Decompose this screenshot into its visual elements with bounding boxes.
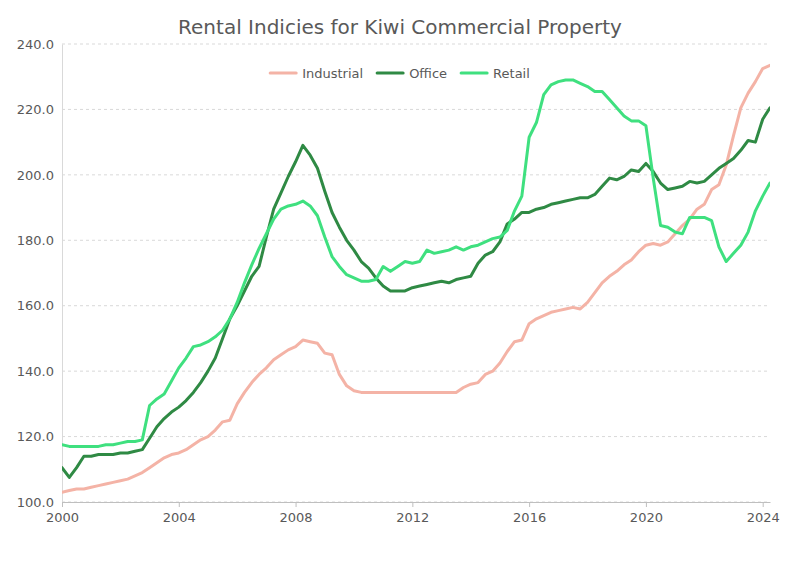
- grid-line: [62, 371, 770, 372]
- legend-item: Retail: [461, 66, 530, 81]
- plot-area: [62, 65, 770, 492]
- y-tick: 120.0: [17, 429, 62, 444]
- grid-line: [62, 502, 770, 503]
- background: [0, 0, 800, 577]
- y-axis-line: [62, 45, 63, 503]
- legend-label: Industrial: [302, 66, 363, 81]
- grid-line: [62, 436, 770, 437]
- chart: Rental Indicies for Kiwi Commercial Prop…: [0, 0, 800, 577]
- x-tick-label: 2020: [630, 510, 663, 525]
- y-tick-label: 160.0: [17, 298, 54, 313]
- y-tick: 140.0: [17, 364, 62, 379]
- x-tick-label: 2008: [280, 510, 313, 525]
- grid-line: [62, 44, 770, 45]
- x-tick: 2004: [163, 502, 196, 525]
- y-tick-label: 200.0: [17, 168, 54, 183]
- y-tick: 180.0: [17, 233, 62, 248]
- x-tick-mark: [763, 502, 764, 507]
- y-tick: 240.0: [17, 37, 62, 52]
- series-line: [62, 65, 770, 492]
- x-tick-mark: [646, 502, 647, 507]
- grid-line: [62, 174, 770, 175]
- series-line: [62, 108, 770, 478]
- y-tick-label: 120.0: [17, 429, 54, 444]
- x-tick: 2016: [513, 502, 546, 525]
- x-tick: 2024: [747, 502, 780, 525]
- x-tick: 2000: [46, 502, 79, 525]
- grid-line: [62, 305, 770, 306]
- y-tick-label: 140.0: [17, 364, 54, 379]
- x-axis-line: [63, 502, 771, 503]
- x-tick-mark: [62, 502, 63, 507]
- title: Rental Indicies for Kiwi Commercial Prop…: [178, 15, 622, 39]
- grid-line: [62, 109, 770, 110]
- legend-label: Office: [409, 66, 447, 81]
- y-tick-label: 100.0: [17, 495, 54, 510]
- x-tick-mark: [296, 502, 297, 507]
- x-tick-label: 2004: [163, 510, 196, 525]
- y-tick: 220.0: [17, 102, 62, 117]
- legend-item: Office: [377, 66, 447, 81]
- x-tick: 2020: [630, 502, 663, 525]
- y-tick: 160.0: [17, 298, 62, 313]
- legend-item: Industrial: [270, 66, 363, 81]
- y-tick-label: 220.0: [17, 102, 54, 117]
- legend-swatch: [270, 72, 296, 75]
- x-tick-mark: [529, 502, 530, 507]
- series-line: [62, 80, 770, 446]
- x-tick-mark: [412, 502, 413, 507]
- x-tick-label: 2016: [513, 510, 546, 525]
- x-tick: 2012: [396, 502, 429, 525]
- y-tick: 200.0: [17, 168, 62, 183]
- x-tick-label: 2000: [46, 510, 79, 525]
- y-tick: 100.0: [17, 495, 62, 510]
- legend-label: Retail: [493, 66, 530, 81]
- x-axis: 2000 2004 2008 2012 2016 2020 2024: [46, 502, 780, 525]
- grid-line: [62, 240, 770, 241]
- x-tick-label: 2024: [747, 510, 780, 525]
- y-tick-label: 180.0: [17, 233, 54, 248]
- legend: Industrial Office Retail: [270, 66, 530, 81]
- x-tick-mark: [179, 502, 180, 507]
- legend-swatch: [377, 72, 403, 75]
- x-tick: 2008: [280, 502, 313, 525]
- y-axis: 100.0 120.0 140.0 160.0 180.0 200.0 220.0 240.0: [17, 37, 63, 510]
- grid: [62, 44, 770, 502]
- legend-swatch: [461, 72, 487, 75]
- x-tick-label: 2012: [396, 510, 429, 525]
- y-tick-label: 240.0: [17, 37, 54, 52]
